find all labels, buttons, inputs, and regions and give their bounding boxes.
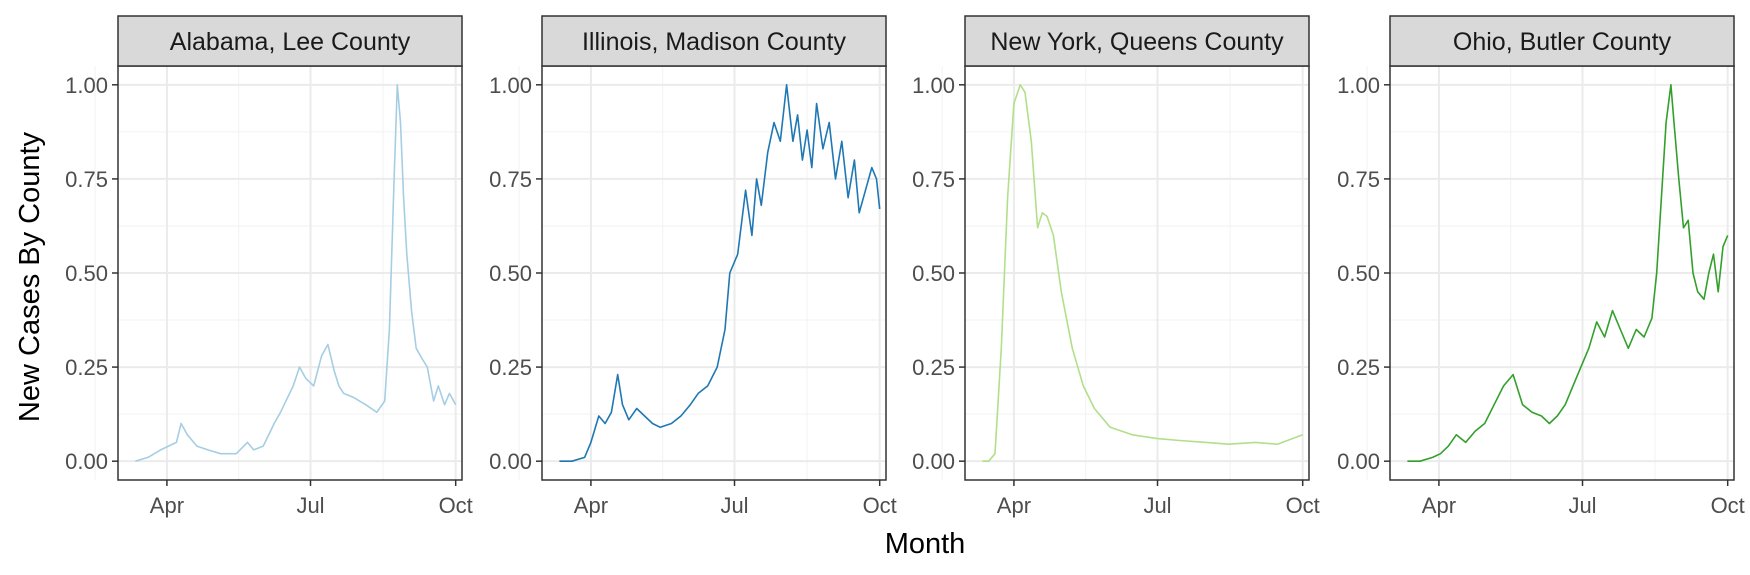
y-tick-label: 0.00 — [912, 449, 955, 474]
facet-strip-label: Illinois, Madison County — [582, 28, 847, 56]
x-axis-title: Month — [885, 528, 966, 560]
facet-strip-label: New York, Queens County — [990, 28, 1284, 56]
facet-panels: Alabama, Lee County 0.00 0.25 0.50 0.75 1.00 A… — [65, 15, 1745, 518]
x-tick-label: Oct — [863, 493, 897, 518]
y-tick-label: 0.75 — [912, 167, 955, 192]
y-tick-label: 0.00 — [489, 449, 532, 474]
facet-strip — [541, 15, 887, 67]
x-tick-label: Oct — [1711, 493, 1745, 518]
x-tick-label: Jul — [1568, 493, 1596, 518]
series-line — [559, 84, 881, 463]
y-tick-label: 0.50 — [65, 261, 108, 286]
facet-strip — [1389, 15, 1735, 67]
facet-strip-label: Ohio, Butler County — [1453, 28, 1672, 56]
y-axis-title: New Cases By County — [14, 131, 46, 422]
y-tick-label: 0.50 — [1337, 261, 1380, 286]
x-tick-label: Apr — [1422, 493, 1456, 518]
y-tick-label: 0.25 — [65, 355, 108, 380]
y-tick-label: 0.00 — [65, 449, 108, 474]
series-line — [135, 84, 457, 462]
y-tick-label: 1.00 — [65, 73, 108, 98]
y-tick-label: 0.50 — [489, 261, 532, 286]
facet-panel: Ohio, Butler County 0.00 0.25 0.50 0.75 1.00 A… — [1337, 15, 1745, 518]
y-tick-label: 1.00 — [1337, 73, 1380, 98]
facet-strip — [117, 15, 463, 67]
x-tick-label: Jul — [720, 493, 748, 518]
series-line — [1407, 84, 1729, 463]
x-tick-label: Jul — [1143, 493, 1171, 518]
x-tick-label: Apr — [150, 493, 184, 518]
y-tick-label: 1.00 — [912, 73, 955, 98]
y-tick-label: 0.75 — [65, 167, 108, 192]
y-tick-label: 0.25 — [489, 355, 532, 380]
x-tick-label: Oct — [439, 493, 473, 518]
series-line — [982, 84, 1303, 463]
x-tick-label: Apr — [574, 493, 608, 518]
y-tick-label: 0.00 — [1337, 449, 1380, 474]
x-tick-label: Oct — [1286, 493, 1320, 518]
y-tick-label: 0.25 — [1337, 355, 1380, 380]
y-tick-label: 0.25 — [912, 355, 955, 380]
facet-panel: New York, Queens County 0.00 0.25 0.50 0.75 1… — [912, 15, 1320, 518]
x-tick-label: Jul — [296, 493, 324, 518]
facet-panel: Illinois, Madison County 0.00 0.25 0.50 0.75… — [489, 15, 897, 518]
y-tick-label: 0.75 — [489, 167, 532, 192]
y-tick-label: 0.50 — [912, 261, 955, 286]
x-tick-label: Apr — [997, 493, 1031, 518]
y-tick-label: 0.75 — [1337, 167, 1380, 192]
facet-strip-label: Alabama, Lee County — [170, 28, 411, 56]
y-tick-label: 1.00 — [489, 73, 532, 98]
facet-panel: Alabama, Lee County 0.00 0.25 0.50 0.75 1.00 A… — [65, 15, 473, 518]
facet-strip — [964, 15, 1310, 67]
